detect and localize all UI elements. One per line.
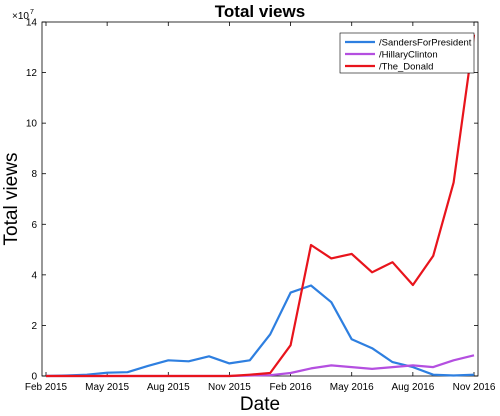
- x-tick-label: Nov 2015: [208, 382, 251, 393]
- x-tick-label: Aug 2015: [147, 382, 190, 393]
- legend: /SandersForPresident/HillaryClinton/The_…: [339, 32, 475, 74]
- y-axis-label: Total views: [1, 153, 22, 246]
- y-exponent-power: 7: [30, 9, 34, 16]
- x-axis-label: Date: [240, 394, 280, 415]
- x-axis-ticks: Feb 2015 May 2015 Aug 2015 Nov 2015 Feb 2016…: [25, 22, 496, 393]
- plot-area: [41, 21, 479, 377]
- y-tick-label: 6: [31, 220, 37, 231]
- x-tick-label: Nov 2016: [453, 382, 496, 393]
- y-tick-label: 2: [31, 321, 37, 332]
- x-tick-label: Feb 2016: [269, 382, 312, 393]
- y-exponent: ×10 7: [12, 9, 34, 22]
- y-exponent-base: ×10: [12, 11, 29, 22]
- y-tick-label: 4: [31, 270, 37, 281]
- y-tick-label: 0: [31, 372, 37, 383]
- y-axis-ticks: 0 2 4 6 8 10 12 14: [26, 18, 478, 383]
- legend-label: /HillaryClinton: [379, 50, 438, 61]
- y-tick-label: 14: [26, 18, 38, 29]
- series-line-the-donald: [46, 34, 476, 378]
- series-line-sandersforpresident: [45, 284, 475, 378]
- legend-items: /SandersForPresident/HillaryClinton/The_…: [345, 38, 472, 73]
- y-tick-label: 10: [26, 119, 38, 130]
- y-tick-label: 8: [31, 169, 37, 180]
- x-tick-label: May 2015: [85, 382, 129, 393]
- x-tick-label: Aug 2016: [391, 382, 434, 393]
- legend-label: /SandersForPresident: [379, 38, 472, 49]
- chart-title: Total views: [215, 2, 305, 21]
- y-tick-label: 12: [26, 68, 38, 79]
- x-tick-label: Feb 2015: [25, 382, 68, 393]
- x-tick-label: May 2016: [330, 382, 374, 393]
- series-lines: [45, 34, 476, 378]
- legend-label: /The_Donald: [379, 62, 433, 73]
